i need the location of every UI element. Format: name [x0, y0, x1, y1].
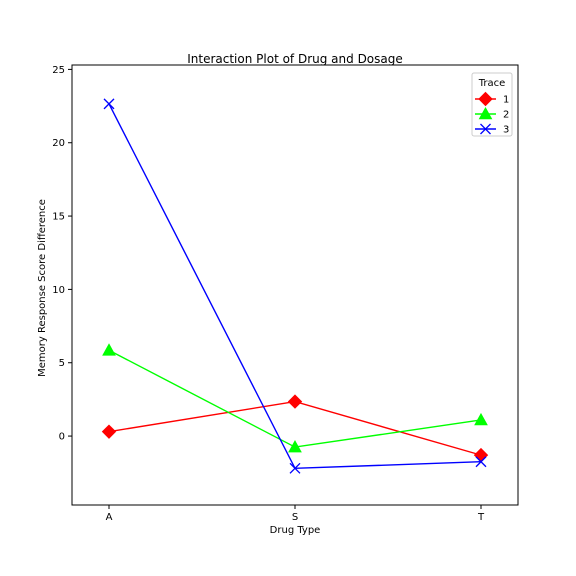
- series-3-point: [103, 98, 115, 110]
- series-1-point: [101, 424, 117, 439]
- chart-title: Interaction Plot of Drug and Dosage: [187, 52, 403, 66]
- y-tick-label: 25: [52, 65, 65, 76]
- legend-marker-3: [480, 123, 491, 135]
- legend-label-1: 1: [503, 95, 509, 106]
- x-tick-label: S: [292, 512, 298, 523]
- legend-label-2: 2: [503, 110, 509, 121]
- y-axis-label: Memory Response Score Difference: [37, 199, 48, 377]
- legend-marker-1: [478, 91, 493, 107]
- legend-label-3: 3: [503, 125, 509, 136]
- series-3-line: [108, 103, 482, 470]
- plot-area: 0 5 10 15 20 25 A S T: [52, 64, 519, 523]
- x-tick-label: T: [477, 512, 485, 523]
- y-tick-label: 0: [59, 432, 65, 443]
- series-2-point: [474, 412, 488, 426]
- x-axis-label: Drug Type: [270, 525, 321, 536]
- axes-frame: [71, 64, 519, 506]
- y-tick-label: 5: [59, 358, 65, 369]
- legend: Trace 1 2 3: [471, 72, 513, 137]
- series-3-point: [289, 462, 301, 474]
- series-1-point: [287, 394, 303, 409]
- series-3-point: [475, 456, 487, 468]
- y-tick-label: 20: [52, 138, 65, 149]
- series-2-point: [102, 343, 116, 356]
- y-tick-label: 15: [52, 212, 65, 223]
- y-tick-label: 10: [52, 285, 65, 296]
- legend-title: Trace: [478, 78, 506, 89]
- legend-box: [471, 72, 513, 137]
- series-2-point: [288, 440, 302, 453]
- legend-marker-2: [478, 106, 493, 120]
- x-tick-label: A: [106, 512, 113, 523]
- series-1-point: [473, 447, 489, 463]
